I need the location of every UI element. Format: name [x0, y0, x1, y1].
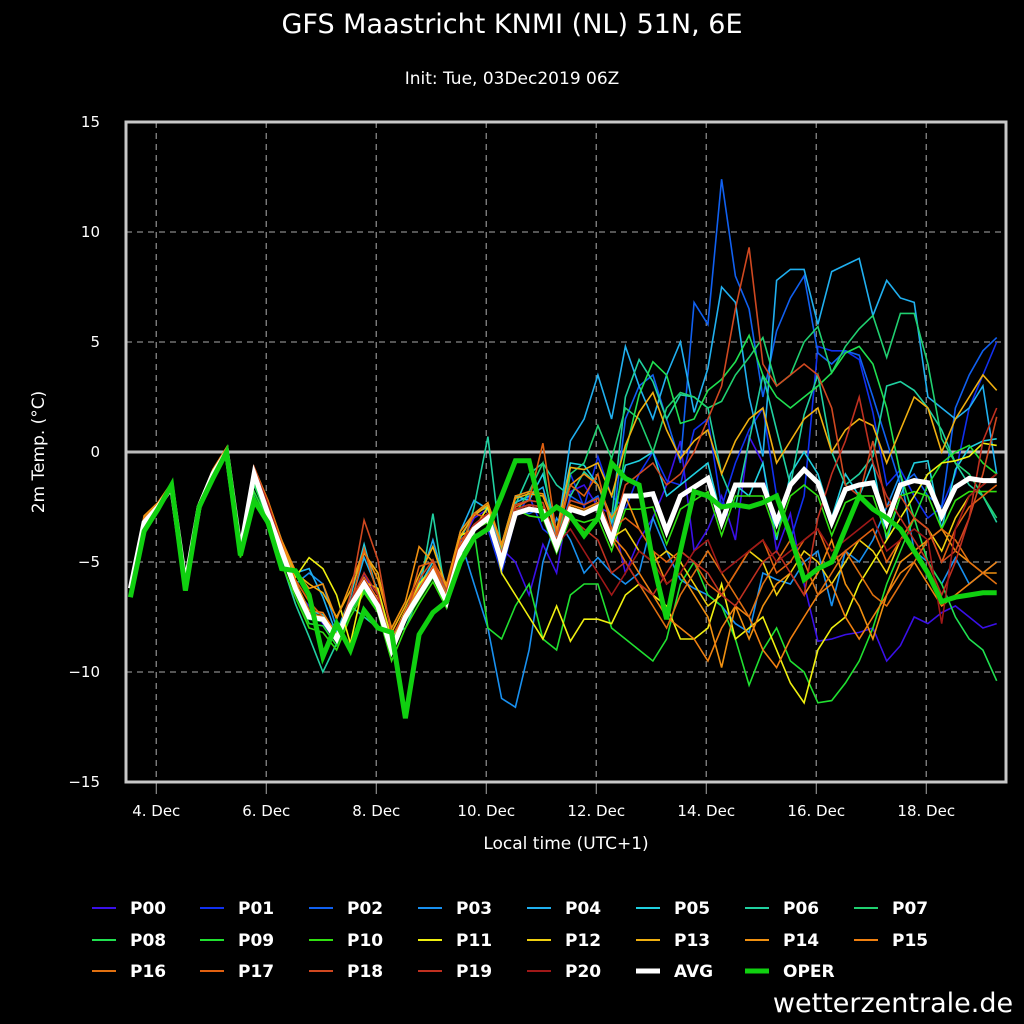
plot-frame [124, 120, 1008, 784]
legend-label-p19: P19 [456, 962, 492, 982]
x-tick-label: 4. Dec [132, 802, 180, 820]
legend-label-p04: P04 [565, 899, 601, 919]
y-tick-label: 0 [90, 443, 100, 461]
y-tick-label: 15 [81, 113, 100, 131]
legend-label-p07: P07 [892, 899, 928, 919]
legend-label-p17: P17 [238, 962, 274, 982]
legend-label-p14: P14 [783, 931, 819, 951]
legend-label-oper: OPER [783, 962, 835, 982]
legend-label-avg: AVG [674, 962, 713, 982]
legend-label-p16: P16 [130, 962, 166, 982]
x-tick-label: 8. Dec [352, 802, 400, 820]
legend-label-p05: P05 [674, 899, 710, 919]
y-tick-label: −5 [78, 553, 100, 571]
series-line-p02 [129, 179, 998, 653]
chart-subtitle: Init: Tue, 03Dec2019 06Z [405, 69, 620, 89]
x-axis-label: Local time (UTC+1) [483, 834, 648, 854]
series-line-p15 [129, 445, 998, 670]
legend-label-p15: P15 [892, 931, 928, 951]
x-tick-label: 12. Dec [567, 802, 625, 820]
legend-label-p00: P00 [130, 899, 166, 919]
x-tick-label: 18. Dec [897, 802, 955, 820]
series-line-oper [127, 443, 997, 719]
x-tick-label: 16. Dec [787, 802, 845, 820]
y-axis-label: 2m Temp. (°C) [29, 391, 49, 514]
legend-label-p11: P11 [456, 931, 492, 951]
series-line-p17 [129, 443, 998, 648]
x-axis-ticks: 4. Dec 6. Dec 8. Dec 10. Dec 12. Dec 14. Dec 1… [132, 782, 955, 820]
footer-site: wetterzentrale.de [773, 988, 1013, 1019]
legend-label-p02: P02 [347, 899, 383, 919]
y-tick-label: −10 [68, 663, 100, 681]
series-line-p05 [129, 438, 997, 648]
legend-label-p18: P18 [347, 962, 383, 982]
series-line-avg [127, 444, 997, 658]
legend-label-p12: P12 [565, 931, 601, 951]
x-tick-label: 14. Dec [677, 802, 735, 820]
legend-label-p13: P13 [674, 931, 710, 951]
x-tick-label: 10. Dec [457, 802, 515, 820]
legend-label-p08: P08 [130, 931, 166, 951]
y-axis-ticks: 15 10 5 0 −5 −10 −15 [68, 113, 100, 791]
legend-label-p06: P06 [783, 899, 819, 919]
y-tick-label: −15 [68, 773, 100, 791]
series-line-p18 [129, 247, 998, 641]
y-tick-label: 5 [90, 333, 100, 351]
x-tick-label: 6. Dec [242, 802, 290, 820]
legend-label-p03: P03 [456, 899, 492, 919]
chart-title: GFS Maastricht KNMI (NL) 51N, 6E [281, 9, 742, 40]
legend: P00 P01 P02 P03 P04 P05 P06 P07 P08 P09 P10 P11 P12 P… [92, 899, 928, 982]
legend-label-p10: P10 [347, 931, 383, 951]
y-tick-label: 10 [81, 223, 100, 241]
legend-label-p01: P01 [238, 899, 274, 919]
series-lines [127, 179, 998, 719]
legend-label-p09: P09 [238, 931, 274, 951]
legend-label-p20: P20 [565, 962, 601, 982]
